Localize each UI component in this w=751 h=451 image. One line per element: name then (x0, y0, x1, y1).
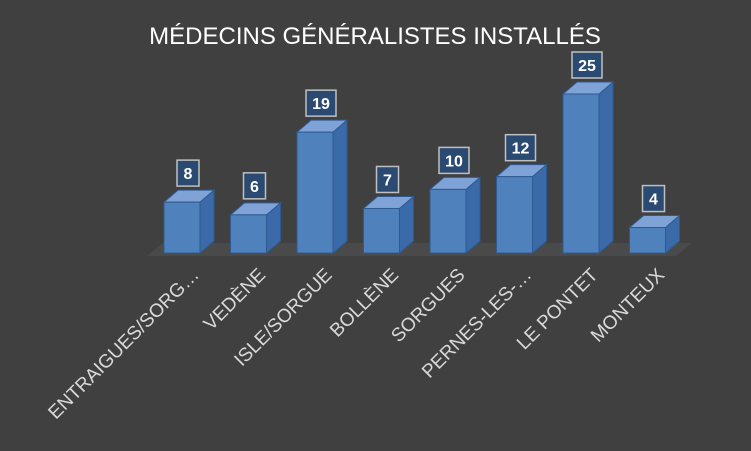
data-label-1: 8 (176, 159, 200, 187)
data-label-text: 10 (445, 153, 463, 170)
bar-front (629, 227, 666, 254)
data-label-box (242, 172, 267, 200)
x-tick-label-1: ENTRAIGUES/SORG… (45, 265, 204, 424)
bar-front (296, 131, 334, 254)
bar-front (562, 93, 600, 254)
bar-side (532, 163, 547, 255)
data-label-box (641, 184, 666, 213)
data-label-4: 7 (375, 165, 400, 194)
data-label-2: 6 (242, 172, 267, 200)
data-label-text: 12 (512, 141, 530, 158)
data-label-box (375, 165, 400, 194)
bar-2 (229, 201, 282, 255)
bar-5 (428, 176, 482, 255)
bar-1 (162, 189, 216, 255)
data-label-box (504, 133, 537, 162)
bar-7 (561, 80, 615, 255)
data-label-box (305, 89, 337, 117)
bar-4 (362, 195, 415, 255)
bar-6 (495, 163, 548, 255)
bar-front (163, 201, 201, 254)
data-label-8: 4 (641, 184, 666, 213)
bar-8 (628, 214, 681, 255)
chart-floor (147, 243, 692, 256)
data-label-text: 25 (578, 58, 596, 75)
bar-side (598, 80, 614, 255)
bar-front (230, 214, 267, 254)
data-label-text: 4 (649, 192, 658, 209)
data-label-6: 12 (504, 133, 537, 162)
data-label-5: 10 (438, 146, 470, 175)
data-label-text: 19 (312, 96, 330, 113)
data-label-7: 25 (571, 51, 603, 79)
bar-front (429, 188, 467, 254)
bar-front (363, 207, 400, 254)
data-label-box (176, 159, 200, 187)
chart-title: MÉDECINS GÉNÉRALISTES INSTALLÉS (149, 23, 601, 50)
data-label-box (438, 146, 470, 175)
bar-3 (295, 119, 349, 255)
data-label-text: 8 (184, 166, 193, 183)
x-tick-label-2: VEDÈNE (200, 265, 270, 335)
bar-side (332, 119, 348, 255)
data-label-3: 19 (305, 89, 337, 117)
data-label-text: 6 (250, 179, 259, 196)
data-label-box (571, 51, 603, 79)
bar-side (465, 176, 481, 255)
bar-front (496, 176, 533, 254)
data-label-text: 7 (383, 172, 392, 189)
